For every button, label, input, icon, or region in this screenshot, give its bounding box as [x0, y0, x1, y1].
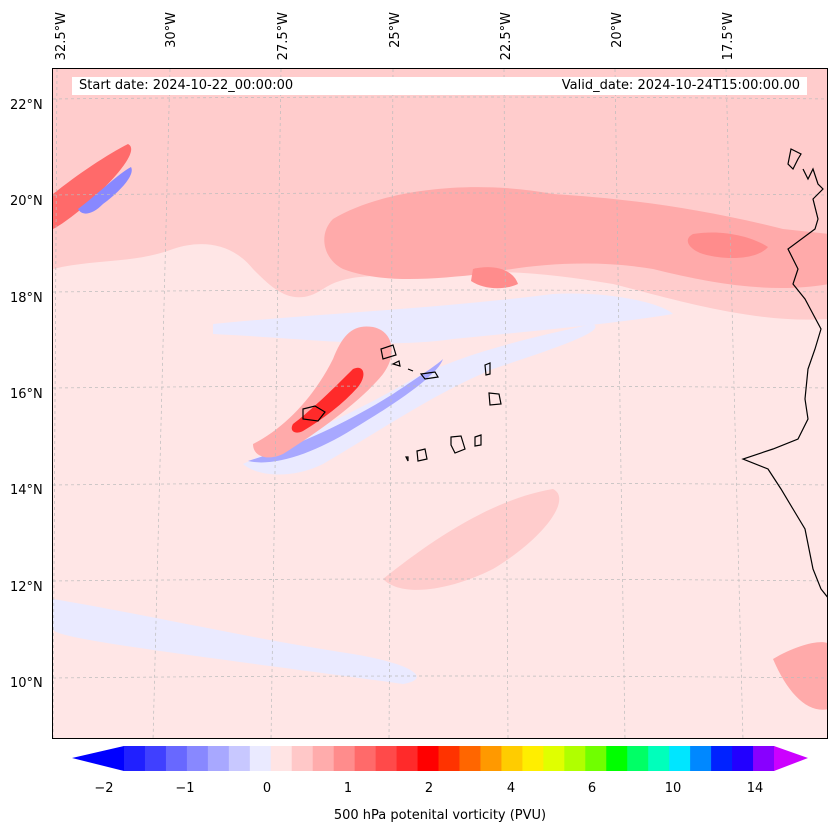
colorbar-tick: 2	[424, 781, 434, 796]
colorbar-tick: 0	[262, 781, 272, 796]
colorbar-cell	[711, 746, 733, 771]
cape-verde-islands	[302, 344, 502, 462]
lat-label-20n: 20°N	[10, 194, 43, 209]
lat-label-10n: 10°N	[10, 676, 43, 691]
colorbar-cell	[522, 746, 544, 771]
colorbar-cell	[186, 746, 209, 771]
central-positive-core	[291, 367, 364, 433]
colorbar-cell	[249, 746, 272, 771]
lat-label-22n: 22°N	[10, 98, 43, 113]
start-date-label: Start date: 2024-10-22_00:00:00	[79, 78, 294, 93]
colorbar-tick: 10	[664, 781, 682, 796]
colorbar-cell	[354, 746, 377, 771]
lat-label-16n: 16°N	[10, 387, 43, 402]
colorbar	[72, 746, 808, 771]
colorbar-cell	[228, 746, 251, 771]
colorbar-tick: 14	[746, 781, 764, 796]
colorbar-tick: 6	[587, 781, 597, 796]
colorbar-cell	[627, 746, 649, 771]
colorbar-cell	[480, 746, 502, 771]
se-positive-patch	[773, 642, 827, 710]
lon-label-27-5w: 27.5°W	[276, 12, 291, 61]
colorbar-min-arrow	[72, 746, 124, 771]
colorbar-cell	[375, 746, 398, 771]
colorbar-cell	[312, 746, 335, 771]
colorbar-cell	[291, 746, 314, 771]
lon-label-20w: 20°W	[610, 12, 625, 48]
colorbar-cell	[585, 746, 607, 771]
lon-label-25w: 25°W	[388, 12, 403, 48]
colorbar-cell	[648, 746, 670, 771]
colorbar-cell	[207, 746, 230, 771]
valid-date-label: Valid_date: 2024-10-24T15:00:00.00	[561, 78, 800, 93]
nw-negative-feature	[78, 167, 132, 214]
colorbar-title: 500 hPa potenital vorticity (PVU)	[333, 808, 547, 823]
southern-negative-band	[53, 599, 417, 684]
colorbar-tick: 1	[343, 781, 353, 796]
central-positive-streak	[253, 326, 392, 458]
colorbar-cell	[333, 746, 356, 771]
colorbar-cell	[396, 746, 419, 771]
northern-pv-core-2	[471, 267, 518, 289]
pv-field-map	[53, 69, 827, 738]
nw-positive-feature	[53, 144, 132, 229]
colorbar-cell	[417, 746, 440, 771]
central-weak-positive-patch	[383, 489, 560, 590]
colorbar-tick: −1	[175, 781, 195, 796]
lat-label-18n: 18°N	[10, 291, 43, 306]
colorbar-cell	[669, 746, 691, 771]
colorbar-tick: −2	[94, 781, 114, 796]
negative-streak-north	[213, 293, 673, 344]
lon-label-32-5w: 32.5°W	[54, 12, 69, 61]
colorbar-cell	[459, 746, 481, 771]
date-banner: Start date: 2024-10-22_00:00:00 Valid_da…	[72, 77, 807, 95]
map-canvas[interactable]	[52, 68, 828, 739]
lon-label-17-5w: 17.5°W	[721, 12, 736, 61]
colorbar-cell	[690, 746, 712, 771]
lon-label-22-5w: 22.5°W	[499, 12, 514, 61]
colorbar-cell	[564, 746, 586, 771]
colorbar-cells	[124, 746, 775, 771]
colorbar-cell	[124, 746, 146, 771]
coastline	[741, 148, 827, 598]
colorbar-cell	[270, 746, 293, 771]
northern-pv-band-moderate	[324, 187, 827, 289]
colorbar-tick: 4	[506, 781, 516, 796]
colorbar-cell	[144, 746, 167, 771]
lat-label-12n: 12°N	[10, 580, 43, 595]
colorbar-cell	[543, 746, 565, 771]
lon-label-30w: 30°W	[164, 12, 179, 48]
gridlines	[53, 69, 827, 738]
lat-label-14n: 14°N	[10, 483, 43, 498]
colorbar-cell	[165, 746, 188, 771]
colorbar-cell	[732, 746, 754, 771]
northern-pv-core	[687, 232, 768, 259]
colorbar-cell	[606, 746, 628, 771]
colorbar-cell	[753, 746, 775, 771]
colorbar-cell	[501, 746, 523, 771]
colorbar-max-arrow	[774, 746, 808, 771]
colorbar-cell	[438, 746, 460, 771]
